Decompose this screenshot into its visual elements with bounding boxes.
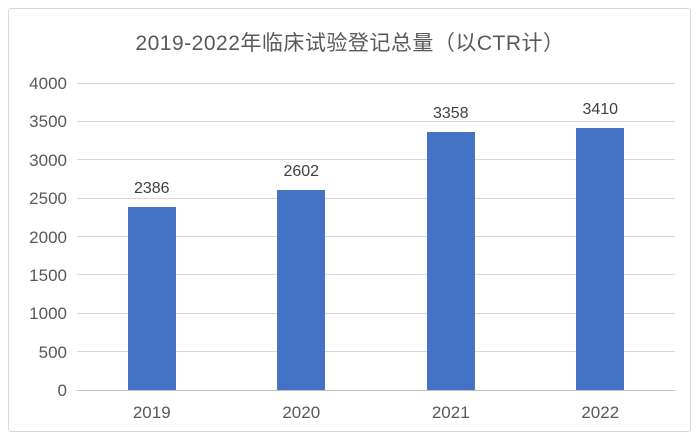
bar-value-label: 2386 xyxy=(133,179,170,197)
x-tick-label: 2020 xyxy=(282,403,321,422)
bar-2020 xyxy=(277,190,326,390)
gridline xyxy=(77,389,675,391)
gridline xyxy=(77,236,675,237)
y-tick-label: 4000 xyxy=(29,74,67,93)
gridline xyxy=(77,312,675,314)
bar-2019 xyxy=(127,206,176,390)
gridline xyxy=(77,351,675,353)
x-tick-label: 2021 xyxy=(431,403,470,422)
x-tick-label: 2022 xyxy=(581,403,620,422)
bar-value-label: 3410 xyxy=(582,101,619,119)
bar-2021 xyxy=(426,132,475,390)
y-tick-label: 2000 xyxy=(29,227,67,247)
y-tick-label: 3500 xyxy=(29,112,67,132)
y-tick-label: 1500 xyxy=(29,265,67,285)
y-tick-label: 2500 xyxy=(29,189,67,209)
plot-area: 0 500 1000 1500 2000 2500 3000 3500 4000 2386 2019… xyxy=(29,75,675,421)
y-tick-label: 0 xyxy=(57,381,67,400)
gridline xyxy=(77,197,675,199)
gridline xyxy=(77,82,675,84)
gridline xyxy=(77,159,675,161)
chart-title: 2019-2022年临床试验登记总量（以CTR计） xyxy=(135,32,565,55)
y-tick-label: 500 xyxy=(38,342,67,362)
bar-2022 xyxy=(576,128,625,390)
x-tick-label: 2019 xyxy=(132,403,171,422)
y-tick-label: 3000 xyxy=(29,150,67,170)
y-tick-label: 1000 xyxy=(29,304,67,324)
bar-value-label: 2602 xyxy=(283,163,320,181)
gridline xyxy=(77,274,675,276)
bar-value-label: 3358 xyxy=(432,105,469,123)
gridline xyxy=(77,120,675,122)
